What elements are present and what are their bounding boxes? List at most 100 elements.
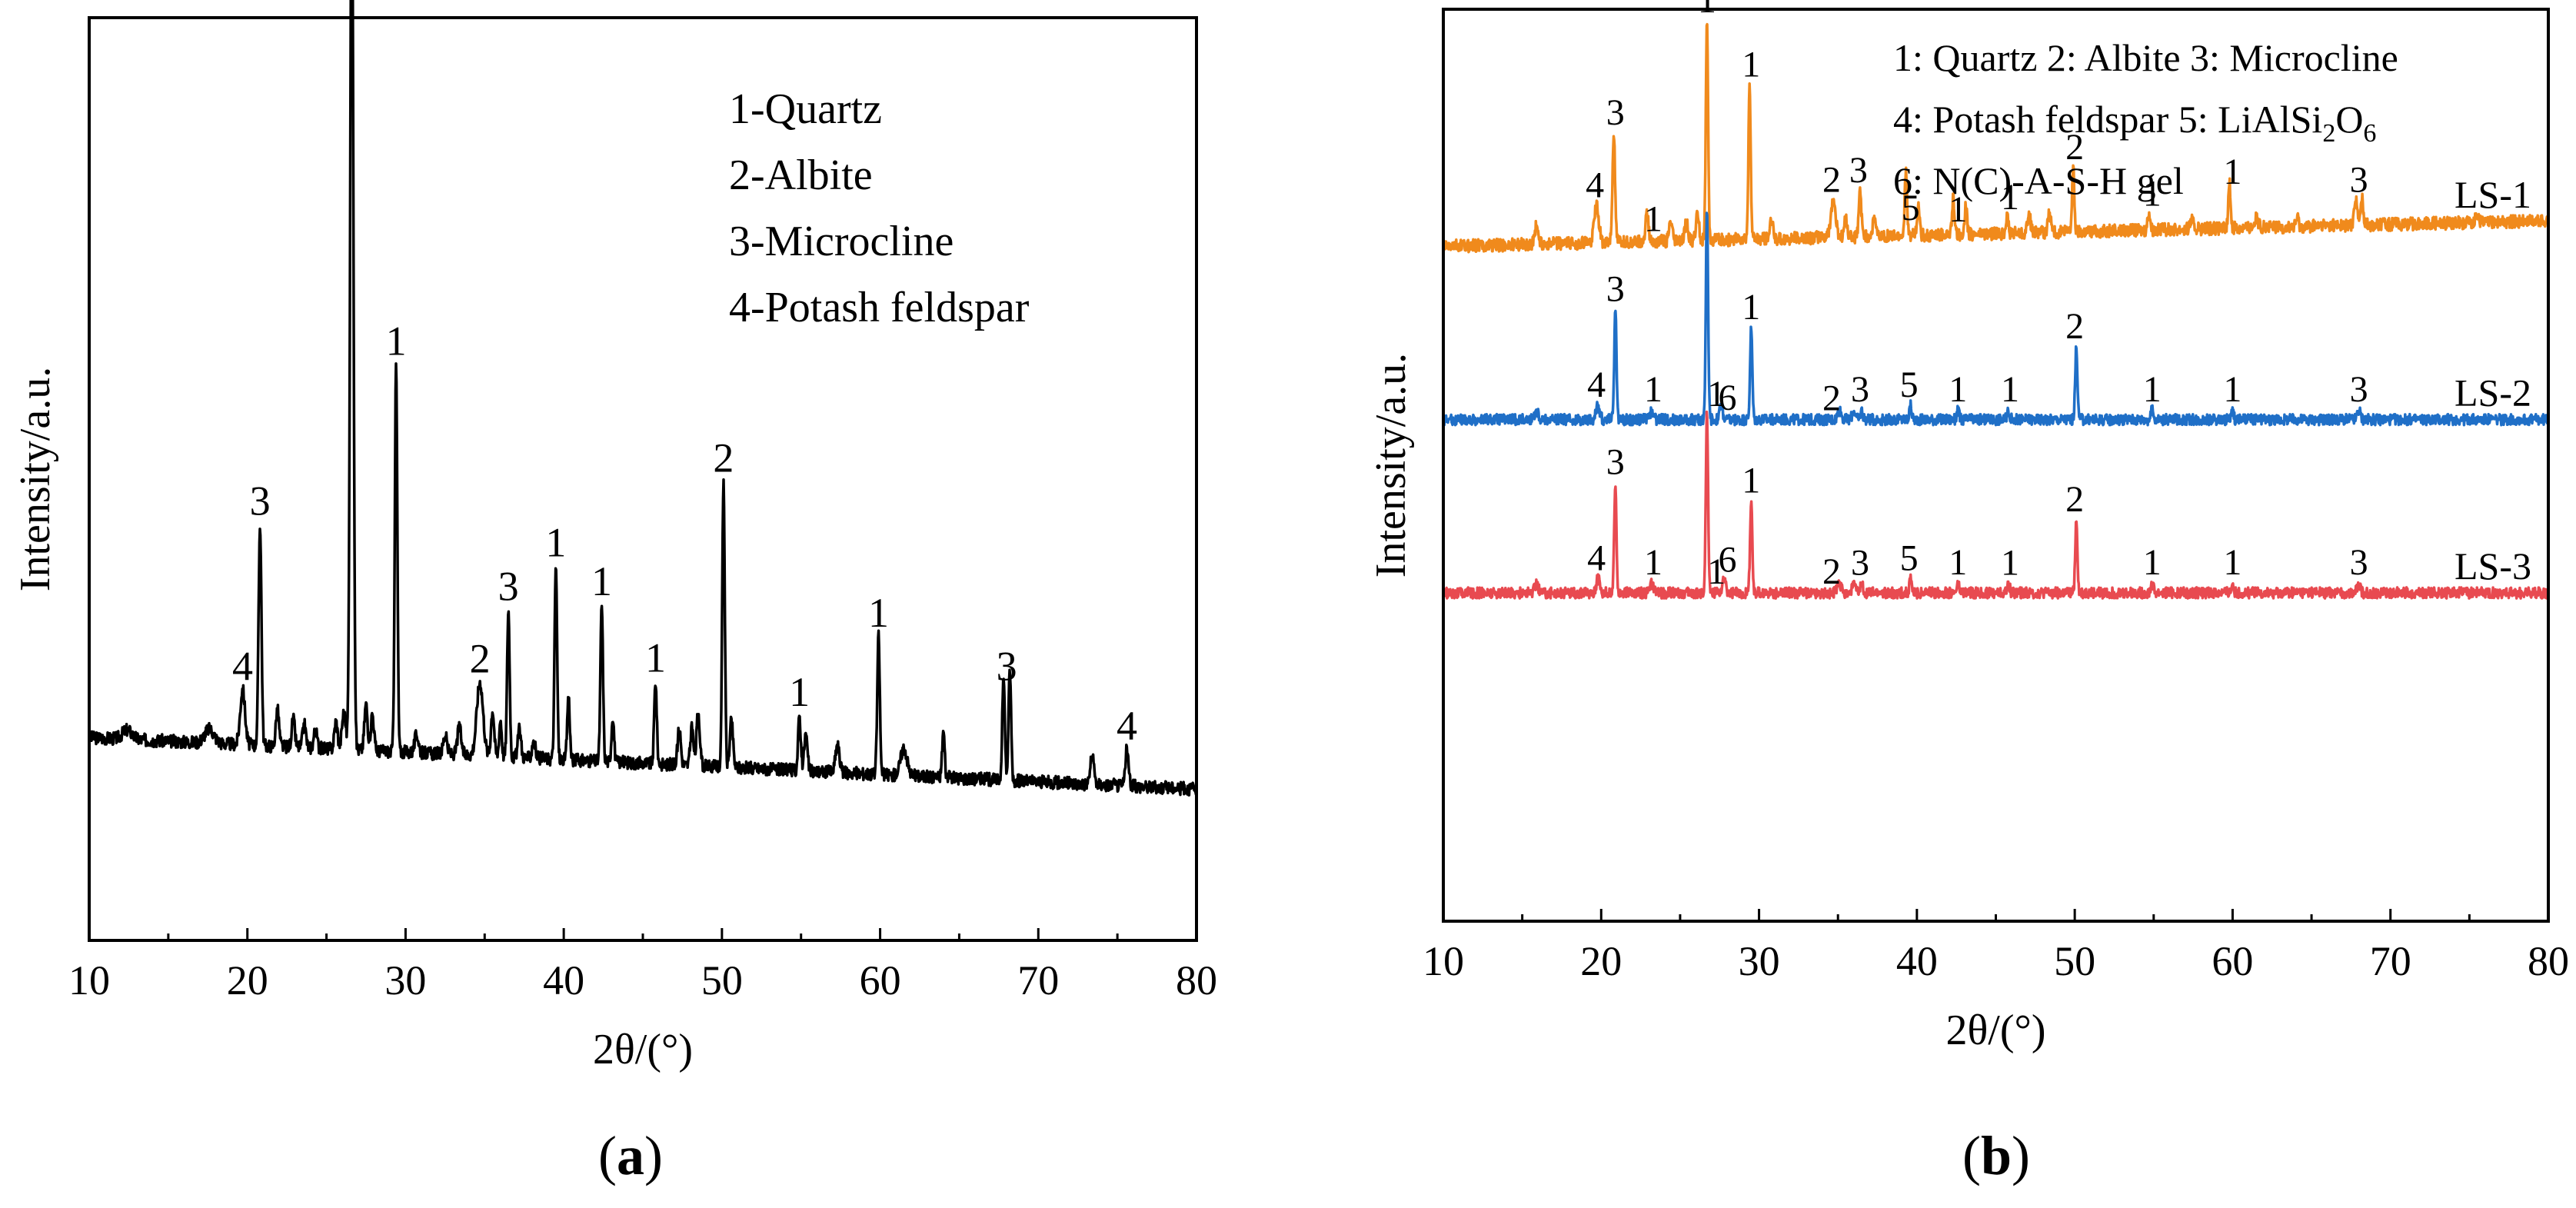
peak-label: 1 bbox=[1949, 369, 1967, 410]
legend-entry: 3-Microcline bbox=[729, 218, 954, 265]
legend-text-part: 6: N(C)-A-S-H gel bbox=[1893, 159, 2184, 202]
peak-label: 2 bbox=[1822, 378, 1841, 419]
peak-label: 1 bbox=[2143, 542, 2162, 583]
legend-text-part: 1: Quartz 2: Albite 3: Microcline bbox=[1893, 36, 2398, 79]
series-line-ls-2 bbox=[1442, 211, 2550, 427]
x-tick-label: 20 bbox=[1580, 938, 1622, 984]
peak-label: 4 bbox=[1117, 703, 1137, 749]
peak-label: 1 bbox=[1644, 542, 1662, 583]
legend-entry: 4: Potash feldspar 5: LiAlSi2O6 bbox=[1893, 98, 2376, 148]
legend-entry: 6: N(C)-A-S-H gel bbox=[1893, 159, 2184, 202]
peak-label: 1 bbox=[545, 519, 566, 565]
peak-label: 1 bbox=[2143, 174, 2162, 215]
panel-a-caption: (a) bbox=[598, 1125, 663, 1186]
y-axis-title: Intensity/a.u. bbox=[1367, 353, 1415, 577]
legend-text-part: 4: Potash feldspar 5: LiAlSi bbox=[1893, 98, 2322, 141]
peak-label: 3 bbox=[1606, 268, 1625, 309]
peak-label: 4 bbox=[1587, 364, 1606, 405]
peak-label: 1 bbox=[2223, 369, 2242, 410]
peak-label: 1 bbox=[789, 669, 810, 715]
series-label-ls-3: LS-3 bbox=[2455, 544, 2531, 587]
peak-label: 1 bbox=[2143, 369, 2162, 410]
y-axis-title: Intensity/a.u. bbox=[12, 367, 59, 591]
x-tick-label: 40 bbox=[1896, 938, 1938, 984]
peak-label: 1 bbox=[2223, 542, 2242, 583]
peak-label: 1 bbox=[1742, 45, 1760, 85]
peak-label: 1 bbox=[1949, 189, 1967, 230]
peak-label: 1 bbox=[2001, 542, 2019, 583]
x-tick-label: 60 bbox=[2212, 938, 2253, 984]
peak-label: 3 bbox=[2350, 369, 2368, 410]
peak-label: 1 bbox=[868, 590, 889, 636]
peak-label: 4 bbox=[1587, 537, 1606, 578]
x-axis-title: 2θ/(°) bbox=[1945, 1007, 2045, 1054]
x-tick-label: 70 bbox=[2370, 938, 2411, 984]
x-tick-label: 40 bbox=[543, 957, 584, 1003]
legend-entry: 1-Quartz bbox=[729, 85, 882, 133]
peak-label: 6 bbox=[1719, 378, 1737, 418]
peak-label: 1 bbox=[1698, 0, 1716, 21]
peak-label: 1 bbox=[386, 318, 407, 364]
peak-label: 2 bbox=[1822, 551, 1841, 592]
peak-label: 3 bbox=[250, 478, 271, 524]
legend-subscript: 6 bbox=[2363, 119, 2376, 148]
peak-label: 3 bbox=[1606, 442, 1625, 483]
peak-label: 5 bbox=[1900, 537, 1919, 578]
peak-label: 3 bbox=[2350, 160, 2368, 201]
peak-label: 1 bbox=[591, 558, 612, 604]
peak-label: 1 bbox=[1644, 369, 1662, 410]
legend-entry: 4-Potash feldspar bbox=[729, 284, 1030, 331]
peak-label: 2 bbox=[2065, 479, 2084, 520]
x-tick-label: 80 bbox=[1176, 957, 1217, 1003]
peak-label: 1 bbox=[1644, 199, 1662, 240]
peak-label: 3 bbox=[997, 643, 1017, 689]
peak-label: 1 bbox=[1707, 374, 1726, 414]
peak-label: 5 bbox=[1902, 188, 1920, 228]
x-tick-label: 60 bbox=[860, 957, 901, 1003]
legend-subscript: 2 bbox=[2322, 119, 2335, 148]
peak-label: 3 bbox=[1606, 92, 1625, 133]
x-tick-label: 10 bbox=[68, 957, 110, 1003]
peak-label: 3 bbox=[1851, 369, 1869, 410]
peak-label: 1 bbox=[2223, 151, 2242, 192]
series-label-ls-1: LS-1 bbox=[2455, 173, 2531, 216]
chart-panel-b: LS-1 LS-2 LS-3 10 20 30 40 50 60 70 80 2θ/(°) Intens… bbox=[1367, 0, 2569, 1054]
x-tick-label: 30 bbox=[384, 957, 426, 1003]
peak-label: 1 bbox=[2001, 177, 2019, 218]
peak-label: 3 bbox=[1851, 542, 1869, 583]
peak-label: 4 bbox=[232, 643, 253, 689]
panel-b-label: b bbox=[1980, 1125, 2012, 1186]
series-line-ls-3 bbox=[1442, 410, 2550, 600]
x-tick-label: 20 bbox=[227, 957, 268, 1003]
peak-label: 6 bbox=[1719, 539, 1737, 580]
x-axis-title: 2θ/(°) bbox=[593, 1026, 693, 1073]
peak-label: 1 bbox=[2001, 369, 2019, 410]
legend-text-part: O bbox=[2335, 98, 2363, 141]
series-line-ls-1 bbox=[1442, 22, 2550, 254]
peak-label: 1 bbox=[645, 634, 666, 681]
legend-entry: 2-Albite bbox=[729, 151, 873, 199]
peak-label: 2 bbox=[713, 434, 734, 481]
chart-panel-a: 10 20 30 40 50 60 70 80 2θ/(°) Intensity/a.u. 1-Qu… bbox=[12, 0, 1217, 1073]
peak-label: 3 bbox=[1849, 150, 1868, 191]
series-label-ls-2: LS-2 bbox=[2455, 371, 2531, 414]
x-tick-label: 70 bbox=[1017, 957, 1059, 1003]
peak-label: 2 bbox=[1822, 159, 1841, 200]
peak-label: 1 bbox=[1742, 287, 1760, 328]
x-tick-label: 80 bbox=[2528, 938, 2569, 984]
peak-label: 1 bbox=[1949, 542, 1967, 583]
x-tick-label: 10 bbox=[1423, 938, 1464, 984]
x-tick-label: 50 bbox=[2054, 938, 2095, 984]
peak-label: 2 bbox=[2065, 127, 2084, 168]
peak-label: 3 bbox=[2350, 542, 2368, 583]
peak-label: 3 bbox=[498, 563, 519, 609]
peak-label: 2 bbox=[470, 636, 491, 682]
x-tick-label: 50 bbox=[701, 957, 743, 1003]
legend-entry: 1: Quartz 2: Albite 3: Microcline bbox=[1893, 36, 2398, 79]
panel-b-caption: (b) bbox=[1962, 1125, 2031, 1186]
panel-a-label: a bbox=[616, 1125, 644, 1186]
series-line-raw-material bbox=[88, 0, 1198, 797]
peak-label: 2 bbox=[2065, 306, 2084, 347]
x-tick-label: 30 bbox=[1739, 938, 1780, 984]
